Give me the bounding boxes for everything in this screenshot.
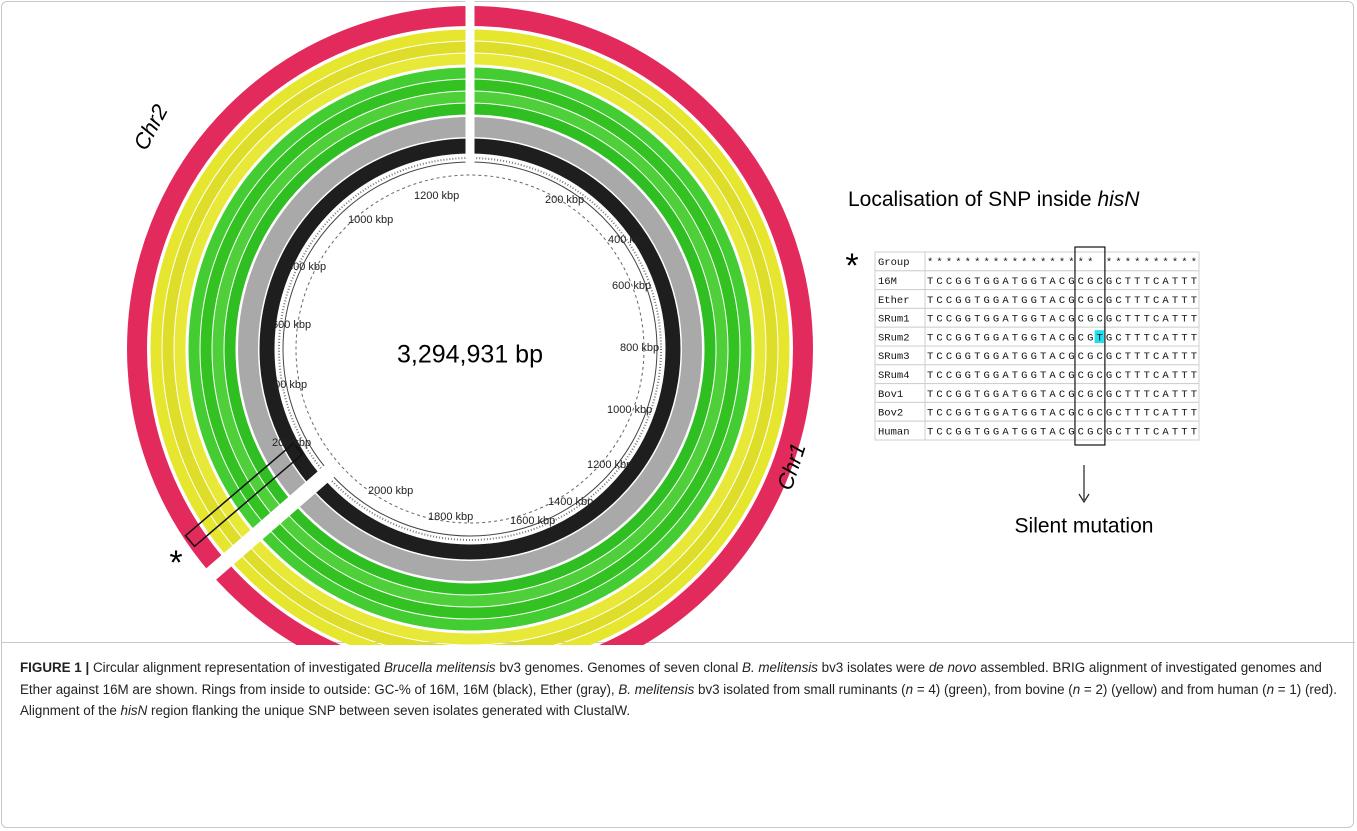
tick-label: 200 kbp <box>272 437 311 449</box>
tick-label: 1400 kbp <box>548 496 593 508</box>
chromosome-gap <box>199 461 340 586</box>
caption-text: = 1) (red). Alignment of the <box>20 681 1337 719</box>
row-name: Human <box>878 426 910 438</box>
tick-label: 1000 kbp <box>607 404 652 416</box>
caption-italic: B. melitensis <box>742 660 818 675</box>
caption-italic: Brucella melitensis <box>384 660 496 675</box>
snp-marker: * <box>169 544 182 582</box>
snp-column-box <box>1074 246 1106 446</box>
caption-italic: n <box>1072 681 1081 697</box>
sequence: TCCGGTGGATGGTACGCGCGCTTTCATTT <box>927 370 1197 382</box>
sequence: ****************** ********** <box>927 257 1197 269</box>
gc-ring <box>278 157 662 541</box>
row-name: 16M <box>878 276 897 288</box>
tick-label: 400 kbp <box>608 234 647 246</box>
caption-text: assembled. BRIG alignment of investigate… <box>20 660 1322 697</box>
tick-label: 600 kbp <box>612 280 651 292</box>
tick-label: 1600 kbp <box>510 515 555 527</box>
caption-text: = 4) (green), from bovine ( <box>913 681 1073 697</box>
caption-text: = 2) (yellow) and from human ( <box>1080 681 1267 697</box>
sequence: TCCGGTGGATGGTACGCGCGCTTTCATTT <box>927 314 1197 326</box>
caption-italic: B. melitensis <box>618 681 695 697</box>
genome-rings <box>127 0 813 645</box>
caption: FIGURE 1 | Circular alignment representa… <box>20 657 1338 722</box>
sequence: TCCGGTGGATGGTACGCGCGCTTTCATTT <box>927 389 1197 401</box>
tick-label: 800 kbp <box>287 261 326 273</box>
caption-text: bv3 isolates were <box>817 660 929 675</box>
row-name: Ether <box>878 295 910 307</box>
tick-label: 1200 kbp <box>587 459 632 471</box>
snp-highlight <box>1094 330 1104 343</box>
figure: 3,294,931 bp Chr1 Chr2 * Localisation of… <box>127 0 1200 645</box>
caption-italic: n <box>905 681 914 697</box>
sequence: TCCGGTGGATGGTACGCGCGCTTTCATTT <box>927 351 1197 363</box>
caption-text: Circular alignment representation of inv… <box>89 660 384 675</box>
alignment-table: Group ****************** ********** 16M TCC… <box>874 246 1200 446</box>
gene-name: hisN <box>1097 188 1140 211</box>
chr-label: Chr2 <box>128 100 172 154</box>
tick-label: 400 kbp <box>268 379 307 391</box>
sequence: TCCGGTGGATGGTACGCGCGCTTTCATTT <box>927 295 1197 307</box>
seq-cell <box>924 420 1200 441</box>
snp-marker: * <box>845 247 858 285</box>
caption-italic: n <box>1266 681 1275 697</box>
snp-box <box>184 442 304 548</box>
row-name: Bov2 <box>878 408 903 420</box>
caption-text: bv3 genomes. Genomes of seven clonal <box>495 660 743 675</box>
genome-size: 3,294,931 bp <box>397 341 543 369</box>
caption-italic: de novo <box>928 660 977 675</box>
caption-italic: hisN <box>120 703 148 719</box>
sequence: TCCGGTGGATGGTACGCGTGCTTTCATTT <box>927 332 1197 344</box>
caption-text: region flanking the unique SNP between s… <box>147 703 631 719</box>
row-name: SRum3 <box>878 351 910 363</box>
tick-label: 2000 kbp <box>368 485 413 497</box>
tick-label: 200 kbp <box>545 194 584 206</box>
row-name: SRum1 <box>878 314 910 326</box>
scale-circle <box>295 174 645 524</box>
row-name: Group <box>878 257 910 269</box>
row-name: SRum2 <box>878 332 910 344</box>
tick-label: 800 kbp <box>620 342 659 354</box>
caption-separator <box>2 642 1355 643</box>
mutation-label: Silent mutation <box>1015 515 1154 538</box>
tick-label: 600 kbp <box>272 319 311 331</box>
caption-text: bv3 isolated from small ruminants ( <box>694 681 906 697</box>
row-name: Bov1 <box>878 389 903 401</box>
tick-label: 1000 kbp <box>348 214 393 226</box>
arrow-head <box>1078 493 1090 504</box>
sequence: TCCGGTGGATGGTACGCGCGCTTTCATTT <box>927 426 1197 438</box>
row-name: SRum4 <box>878 370 910 382</box>
sequence: TCCGGTGGATGGTACGCGCGCTTTCATTT <box>927 276 1197 288</box>
tick-label: 1800 kbp <box>428 511 473 523</box>
alignment-title: Localisation of SNP inside hisN <box>848 188 1140 211</box>
tick-label: 1200 kbp <box>414 190 459 202</box>
caption-label: FIGURE 1 | <box>20 660 90 675</box>
title-text: Localisation of SNP inside <box>848 188 1097 211</box>
sequence: TCCGGTGGATGGTACGCGCGCTTTCATTT <box>927 408 1197 420</box>
